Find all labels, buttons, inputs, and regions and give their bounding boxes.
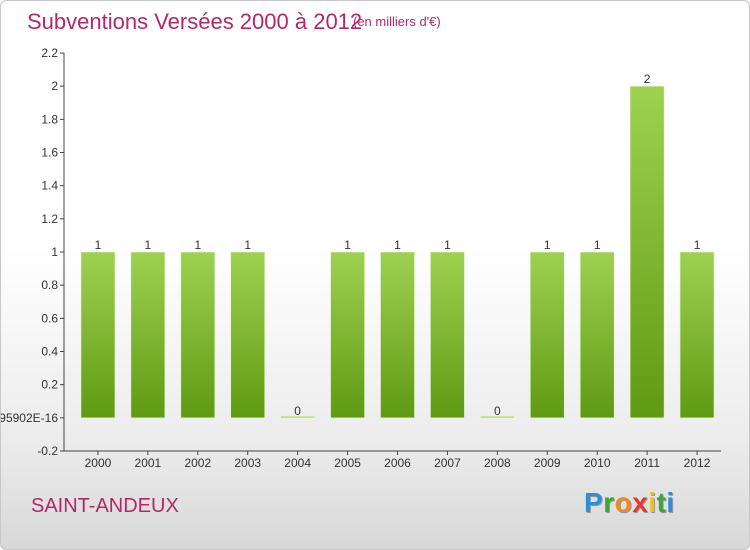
bar (180, 251, 216, 419)
y-tick-label: 1.4 (41, 179, 58, 193)
x-tick-label: 2002 (184, 456, 211, 470)
bar (480, 416, 515, 419)
x-tick-label: 2012 (684, 456, 711, 470)
logo-letter: i (648, 487, 657, 518)
bar (230, 251, 266, 419)
value-label: 1 (95, 238, 102, 252)
bar (130, 251, 166, 419)
y-tick-label: 1 (51, 245, 58, 259)
y-tick-label: -0.2 (37, 444, 58, 458)
value-label: 1 (344, 238, 351, 252)
logo-letter: t (656, 487, 667, 518)
value-label: 2 (644, 72, 651, 86)
x-tick-label: 2007 (434, 456, 461, 470)
bar (579, 251, 615, 419)
value-label: 1 (694, 238, 701, 252)
chart-title: Subventions Versées 2000 à 2012 (27, 9, 363, 34)
y-tick-label: 2 (51, 79, 58, 93)
logo-letter: P (584, 487, 604, 518)
proxiti-logo: Proxiti (584, 487, 675, 519)
y-tick-label: 2.2 (41, 46, 58, 60)
value-label: 1 (594, 238, 601, 252)
value-label: 1 (394, 238, 401, 252)
y-tick-label: 1.5265566588595902E-16 (1, 411, 58, 425)
bars (80, 85, 715, 419)
y-tick-label: 1.2 (41, 212, 58, 226)
bar (529, 251, 565, 419)
bar (679, 251, 715, 419)
x-tick-label: 2003 (234, 456, 261, 470)
bar (80, 251, 116, 419)
value-labels: 1 1 1 1 0 1 1 1 0 1 1 2 1 (95, 72, 701, 418)
value-label: 0 (494, 404, 501, 418)
chart-subtitle: (en milliers d'€) (353, 14, 441, 29)
y-tick-label: 1.6 (41, 146, 58, 160)
x-tick-label: 2004 (284, 456, 311, 470)
x-tick-label: 2011 (634, 456, 660, 470)
value-label: 1 (444, 238, 451, 252)
x-tick-label: 2005 (334, 456, 361, 470)
y-tick-label: 0.2 (41, 378, 58, 392)
bar (629, 85, 665, 419)
bar (330, 251, 365, 419)
y-tick-label: 0.4 (41, 345, 58, 359)
commune-name: SAINT-ANDEUX (31, 495, 179, 517)
value-label: 1 (145, 238, 152, 252)
bar (430, 251, 465, 419)
value-label: 1 (244, 238, 251, 252)
x-tick-label: 2009 (534, 456, 561, 470)
value-label: 1 (544, 238, 551, 252)
y-tick-label: 1.8 (41, 112, 58, 126)
x-tick-label: 2006 (384, 456, 411, 470)
bar (380, 251, 415, 419)
x-tick-label: 2008 (484, 456, 511, 470)
value-label: 0 (294, 404, 301, 418)
x-tick-label: 2000 (85, 456, 112, 470)
logo-letter: r (603, 487, 615, 518)
x-axis: 2000 2001 2002 2003 2004 2005 2006 2007 2008 2009… (64, 450, 721, 470)
y-tick-label: 0.8 (41, 278, 58, 292)
y-tick-label: 0.6 (41, 311, 58, 325)
bar (280, 416, 315, 419)
logo-letter: o (614, 487, 633, 518)
logo-letter: x (632, 487, 649, 518)
x-tick-label: 2010 (584, 456, 611, 470)
y-axis: -0.2 1.5265566588595902E-16 0.2 0.4 0.6 0.8 1 1… (1, 46, 65, 458)
value-label: 1 (194, 238, 201, 252)
logo-letter: i (666, 487, 675, 518)
x-tick-label: 2001 (135, 456, 162, 470)
